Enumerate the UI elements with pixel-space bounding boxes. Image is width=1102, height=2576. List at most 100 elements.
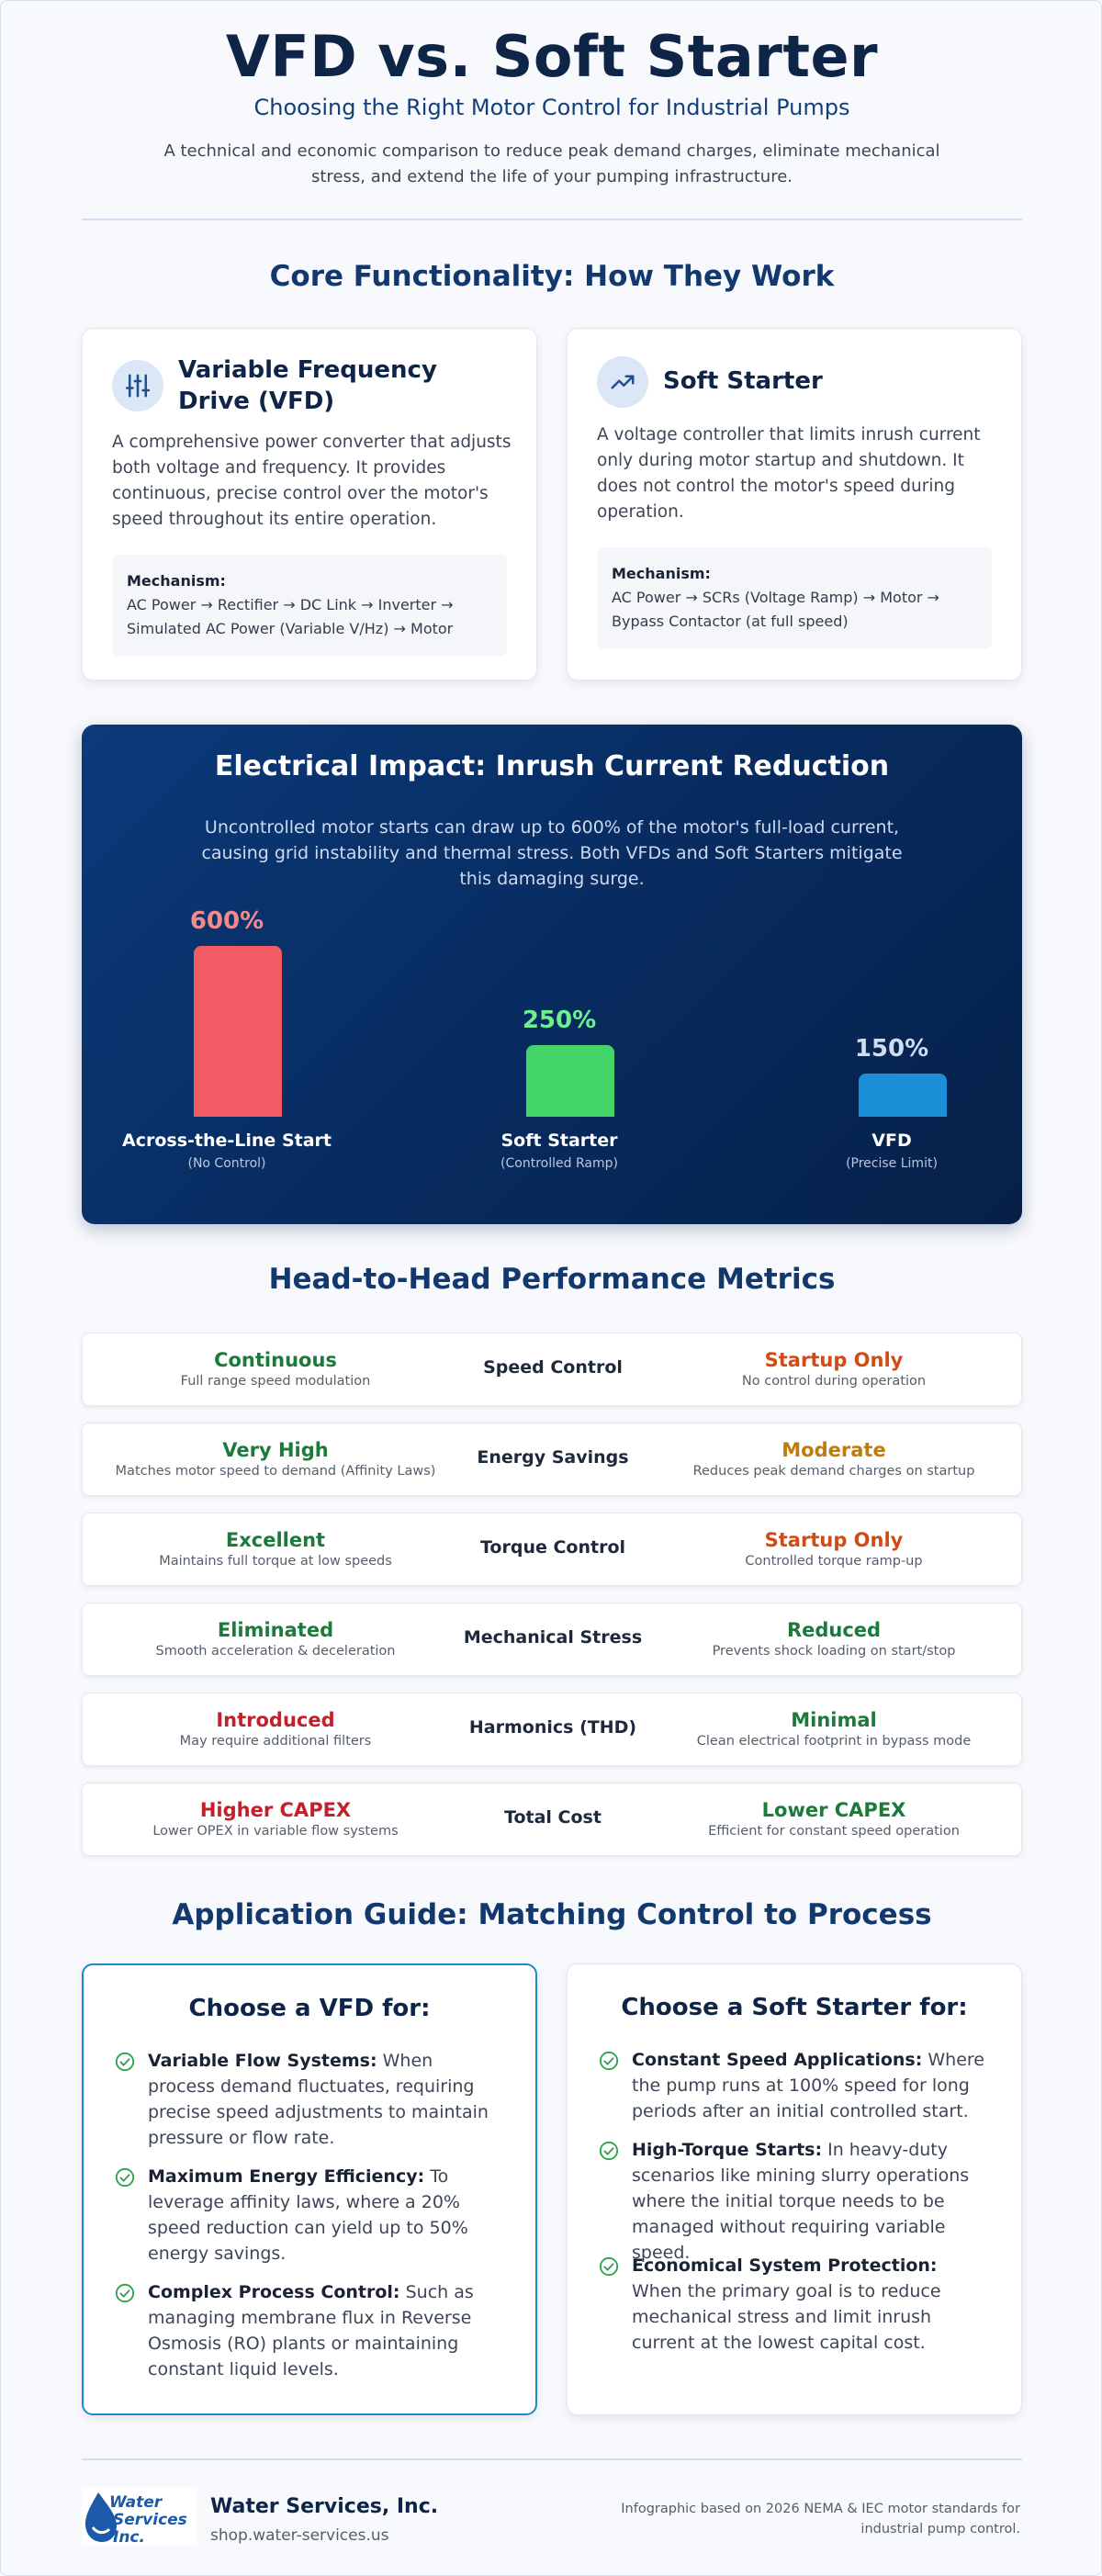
soft-starter-metric-note: No control during operation bbox=[741, 1374, 927, 1389]
vfd-metric-note: Maintains full torque at low speeds bbox=[159, 1554, 392, 1569]
mechanism-text: AC Power → SCRs (Voltage Ramp) → Motor →… bbox=[612, 589, 939, 630]
vfd-card-desc: A comprehensive power converter that adj… bbox=[112, 433, 512, 529]
application-item-text: In heavy-duty scenarios like mining slur… bbox=[632, 2140, 970, 2263]
bar-value-label: 600% bbox=[189, 907, 264, 935]
metric-name: Energy Savings bbox=[477, 1447, 629, 1468]
company-url[interactable]: shop.water-services.us bbox=[210, 2526, 389, 2545]
divider bbox=[82, 2458, 1022, 2460]
bar-group: 250% Soft Starter (Controlled Ramp) bbox=[422, 927, 697, 1202]
header: VFD vs. Soft Starter Choosing the Right … bbox=[82, 21, 1022, 190]
vfd-metric-value: Higher CAPEX bbox=[199, 1799, 352, 1821]
soft-starter-metric-note: Clean electrical footprint in bypass mod… bbox=[696, 1734, 972, 1749]
vfd-mechanism: Mechanism: AC Power → Rectifier → DC Lin… bbox=[112, 555, 507, 656]
application-item-head: Variable Flow Systems: bbox=[148, 2051, 377, 2071]
application-item-head: Economical System Protection: bbox=[632, 2255, 938, 2276]
page-subtitle: Choosing the Right Motor Control for Ind… bbox=[253, 95, 850, 120]
bar bbox=[194, 946, 282, 1117]
application-item-head: High-Torque Starts: bbox=[632, 2140, 823, 2160]
core-section-title: Core Functionality: How They Work bbox=[269, 260, 835, 293]
application-item-text: Such as managing membrane flux in Revers… bbox=[148, 2282, 474, 2379]
trend-up-icon bbox=[597, 356, 648, 408]
soft-starter-metric: Startup Only No control during operation bbox=[641, 1348, 1027, 1389]
vfd-metric-value: Eliminated bbox=[217, 1619, 334, 1641]
metric-row: Higher CAPEX Lower OPEX in variable flow … bbox=[82, 1783, 1022, 1856]
vfd-metric: Very High Matches motor speed to demand (… bbox=[83, 1438, 468, 1479]
application-item-head: Maximum Energy Efficiency: bbox=[148, 2166, 425, 2187]
soft-starter-card-desc: A voltage controller that limits inrush … bbox=[597, 425, 981, 522]
vfd-metric-value: Excellent bbox=[225, 1529, 326, 1551]
sliders-icon bbox=[112, 360, 163, 411]
vfd-metric: Eliminated Smooth acceleration & decelera… bbox=[83, 1618, 468, 1659]
soft-starter-metric: Moderate Reduces peak demand charges on s… bbox=[641, 1438, 1027, 1479]
electrical-desc: Uncontrolled motor starts can draw up to… bbox=[201, 817, 903, 889]
vfd-metric: Continuous Full range speed modulation bbox=[83, 1348, 468, 1389]
mechanism-label: Mechanism: bbox=[127, 572, 226, 590]
metric-row: Introduced May require additional filters… bbox=[82, 1693, 1022, 1766]
soft-starter-application-card: Choose a Soft Starter for: Constant Spee… bbox=[567, 1963, 1022, 2415]
bar-sub-label: (Controlled Ramp) bbox=[500, 1156, 618, 1171]
bar-sub-label: (No Control) bbox=[187, 1156, 266, 1171]
application-item-text: When process demand fluctuates, requirin… bbox=[148, 2051, 489, 2148]
application-item-text: When the primary goal is to reduce mecha… bbox=[632, 2281, 941, 2353]
application-item-text: To leverage affinity laws, where a 20% s… bbox=[148, 2166, 468, 2264]
soft-starter-metric-note: Controlled torque ramp-up bbox=[745, 1554, 923, 1569]
bar-category-label: Across-the-Line Start bbox=[122, 1131, 332, 1151]
bar-category-label: VFD bbox=[871, 1131, 912, 1151]
application-item-head: Constant Speed Applications: bbox=[632, 2050, 923, 2070]
soft-starter-metric-note: Reduces peak demand charges on startup bbox=[692, 1464, 975, 1479]
metric-row: Very High Matches motor speed to demand (… bbox=[82, 1423, 1022, 1496]
application-item: Complex Process Control: Such as managin… bbox=[115, 2279, 504, 2382]
soft-starter-metric-value: Minimal bbox=[791, 1709, 877, 1731]
soft-starter-metric-value: Startup Only bbox=[764, 1529, 904, 1551]
svg-text:Water: Water bbox=[109, 2493, 163, 2512]
company-name: Water Services, Inc. bbox=[210, 2495, 439, 2518]
vfd-metric-value: Very High bbox=[222, 1439, 329, 1461]
company-logo: Water Services Inc. bbox=[82, 2487, 197, 2547]
application-item: Constant Speed Applications: Where the p… bbox=[599, 2047, 988, 2124]
electrical-title: Electrical Impact: Inrush Current Reduct… bbox=[214, 750, 890, 782]
svg-text:Inc.: Inc. bbox=[113, 2528, 145, 2546]
divider bbox=[82, 219, 1022, 220]
bar-sub-label: (Precise Limit) bbox=[846, 1156, 938, 1171]
soft-starter-metric-value: Reduced bbox=[786, 1619, 882, 1641]
bar-category-label: Soft Starter bbox=[500, 1131, 618, 1151]
metric-name: Torque Control bbox=[479, 1537, 626, 1558]
mechanism-label: Mechanism: bbox=[612, 565, 711, 582]
application-item: Variable Flow Systems: When process dema… bbox=[115, 2048, 504, 2151]
soft-starter-metric-value: Moderate bbox=[782, 1439, 886, 1461]
soft-starter-metric: Lower CAPEX Efficient for constant speed … bbox=[641, 1798, 1027, 1839]
soft-starter-metric-value: Startup Only bbox=[764, 1349, 904, 1371]
soft-starter-metric-note: Prevents shock loading on start/stop bbox=[712, 1644, 956, 1659]
application-item: Economical System Protection: When the p… bbox=[599, 2253, 988, 2356]
application-item-head: Complex Process Control: bbox=[148, 2282, 400, 2302]
bar-value-label: 250% bbox=[522, 1007, 597, 1034]
page-title: VFD vs. Soft Starter bbox=[225, 23, 879, 90]
soft-starter-card: Soft Starter A voltage controller that l… bbox=[567, 328, 1022, 681]
application-item-text: Where the pump runs at 100% speed for lo… bbox=[632, 2050, 984, 2121]
vfd-metric-note: Matches motor speed to demand (Affinity … bbox=[115, 1464, 436, 1479]
mechanism-text: AC Power → Rectifier → DC Link → Inverte… bbox=[127, 596, 454, 637]
bar-value-label: 150% bbox=[854, 1035, 929, 1063]
electrical-impact-panel: Electrical Impact: Inrush Current Reduct… bbox=[82, 725, 1022, 1224]
vfd-metric-value: Introduced bbox=[216, 1709, 335, 1731]
application-item: High-Torque Starts: In heavy-duty scenar… bbox=[599, 2137, 988, 2266]
soft-starter-metric-value: Lower CAPEX bbox=[761, 1799, 906, 1821]
metric-row: Excellent Maintains full torque at low sp… bbox=[82, 1513, 1022, 1586]
soft-starter-metric: Reduced Prevents shock loading on start/s… bbox=[641, 1618, 1027, 1659]
soft-starter-mechanism: Mechanism: AC Power → SCRs (Voltage Ramp… bbox=[597, 547, 992, 648]
intro-text: A technical and economic comparison to r… bbox=[163, 141, 940, 186]
soft-starter-card-title: Soft Starter bbox=[663, 367, 823, 395]
vfd-card-title: Variable Frequency Drive (VFD) bbox=[178, 356, 437, 415]
vfd-card: Variable Frequency Drive (VFD) A compreh… bbox=[82, 328, 537, 681]
vfd-metric: Higher CAPEX Lower OPEX in variable flow … bbox=[83, 1798, 468, 1839]
metric-name: Total Cost bbox=[504, 1807, 602, 1828]
application-item: Maximum Energy Efficiency: To leverage a… bbox=[115, 2164, 504, 2267]
vfd-metric-note: Lower OPEX in variable flow systems bbox=[152, 1824, 399, 1839]
vfd-application-card: Choose a VFD for: Variable Flow Systems:… bbox=[82, 1963, 537, 2415]
bar bbox=[859, 1074, 947, 1117]
bar-group: 150% VFD (Precise Limit) bbox=[754, 927, 1029, 1202]
footer-note: Infographic based on 2026 NEMA & IEC mot… bbox=[621, 2502, 1020, 2537]
vfd-metric-note: Full range speed modulation bbox=[180, 1374, 371, 1389]
metric-name: Speed Control bbox=[483, 1357, 623, 1378]
